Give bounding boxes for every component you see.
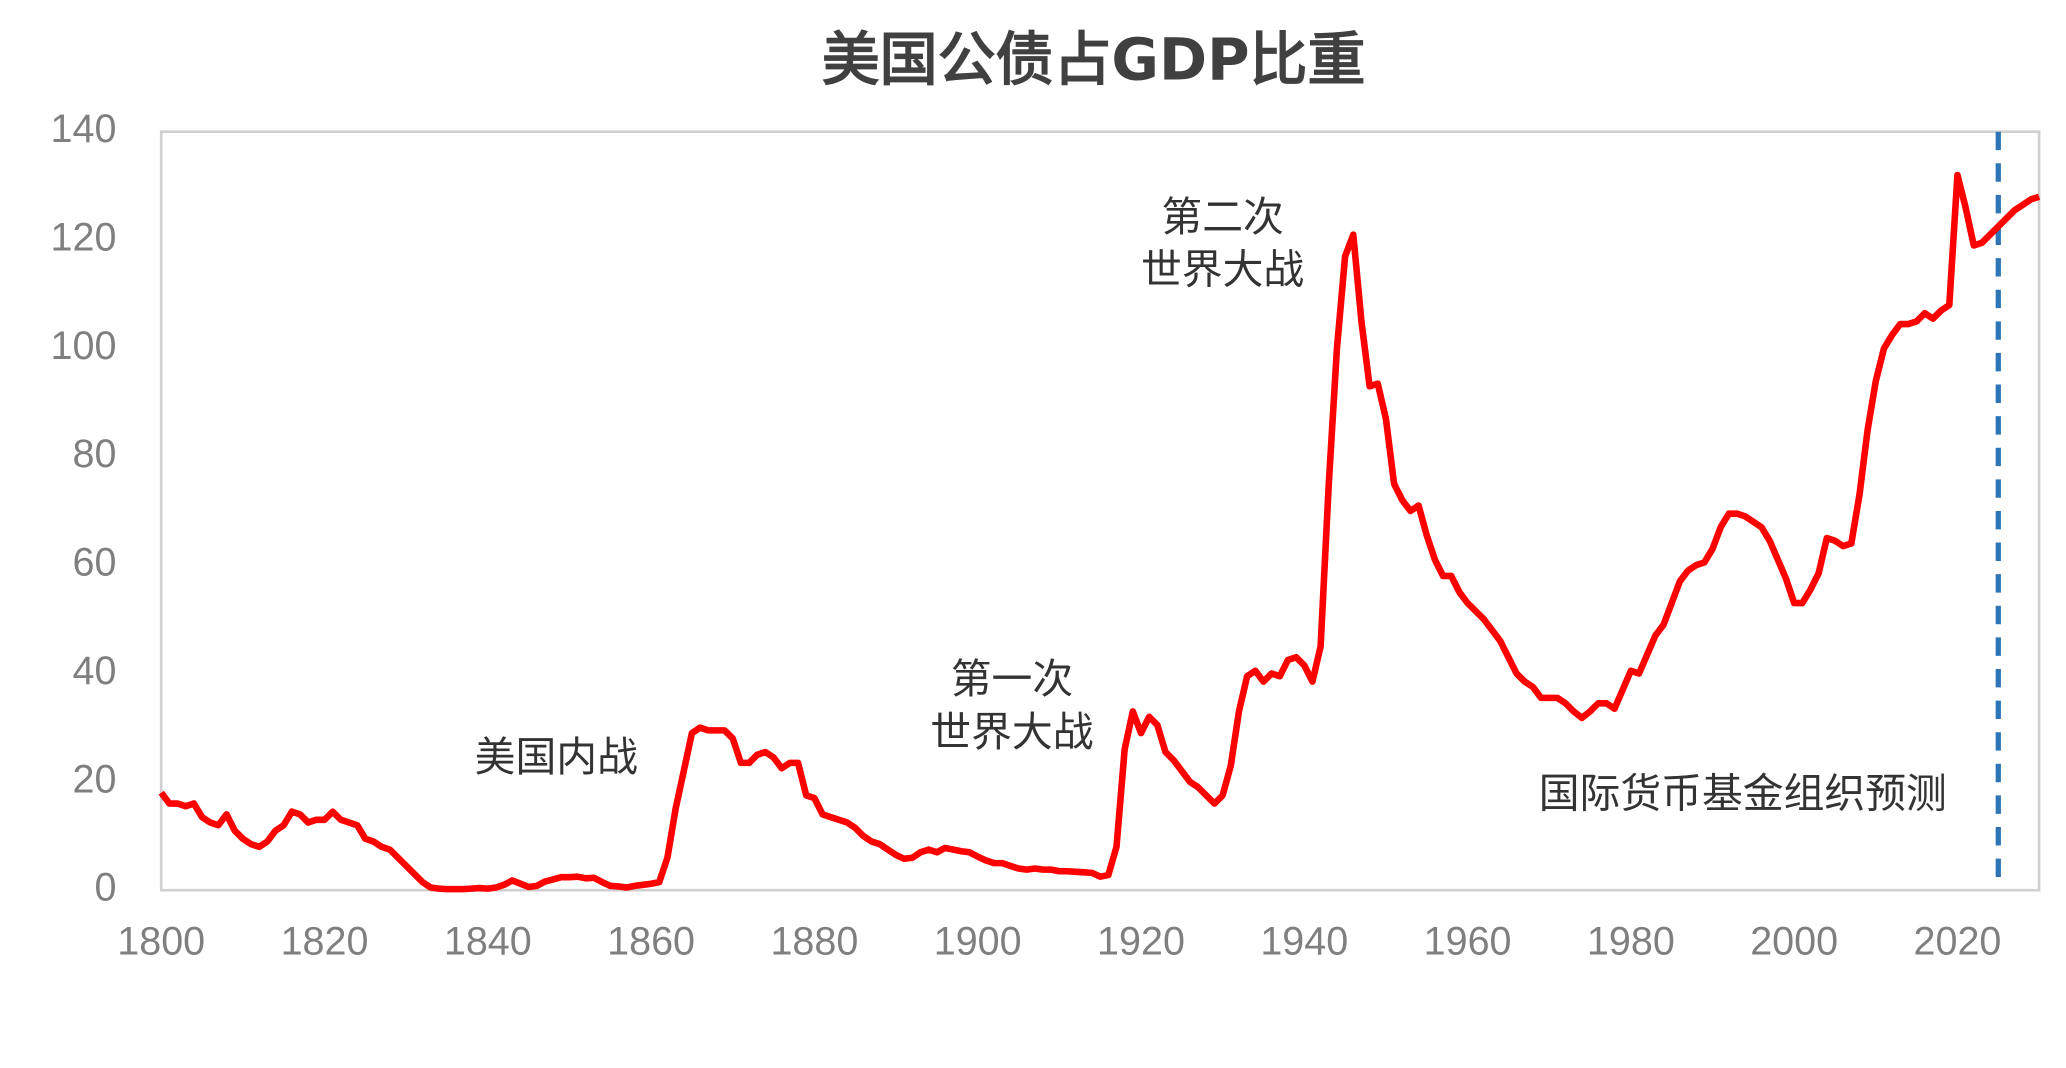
y-tick-label: 40 <box>73 649 117 693</box>
annotation: 第二次 <box>1161 193 1283 241</box>
y-tick-label: 100 <box>51 324 117 368</box>
annotation: 第一次 <box>951 655 1073 703</box>
x-tick-label: 1860 <box>607 920 695 964</box>
x-tick-label: 1820 <box>281 920 369 964</box>
x-tick-label: 2000 <box>1750 920 1838 964</box>
y-tick-label: 20 <box>73 757 117 801</box>
x-tick-label: 1960 <box>1424 920 1512 964</box>
annotation: 世界大战 <box>1141 246 1304 294</box>
x-tick-label: 1800 <box>117 920 205 964</box>
x-tick-label: 1900 <box>934 920 1022 964</box>
plot-frame <box>159 130 2041 892</box>
x-tick-label: 1840 <box>444 920 532 964</box>
x-tick-label: 2020 <box>1914 920 2002 964</box>
y-tick-label: 0 <box>94 866 116 910</box>
data-line <box>158 171 2041 893</box>
annotation: 国际货币基金组织预测 <box>1539 770 1947 818</box>
chart-title: 美国公债占GDP比重 <box>822 25 1366 93</box>
y-tick-label: 60 <box>73 541 117 585</box>
annotation: 美国内战 <box>475 733 638 781</box>
y-tick-label: 140 <box>51 107 117 151</box>
y-tick-label: 80 <box>73 432 117 476</box>
annotation: 世界大战 <box>930 708 1093 756</box>
x-tick-label: 1920 <box>1097 920 1185 964</box>
y-tick-label: 120 <box>51 215 117 259</box>
x-tick-label: 1880 <box>770 920 858 964</box>
x-tick-label: 1980 <box>1587 920 1675 964</box>
x-tick-label: 1940 <box>1260 920 1348 964</box>
